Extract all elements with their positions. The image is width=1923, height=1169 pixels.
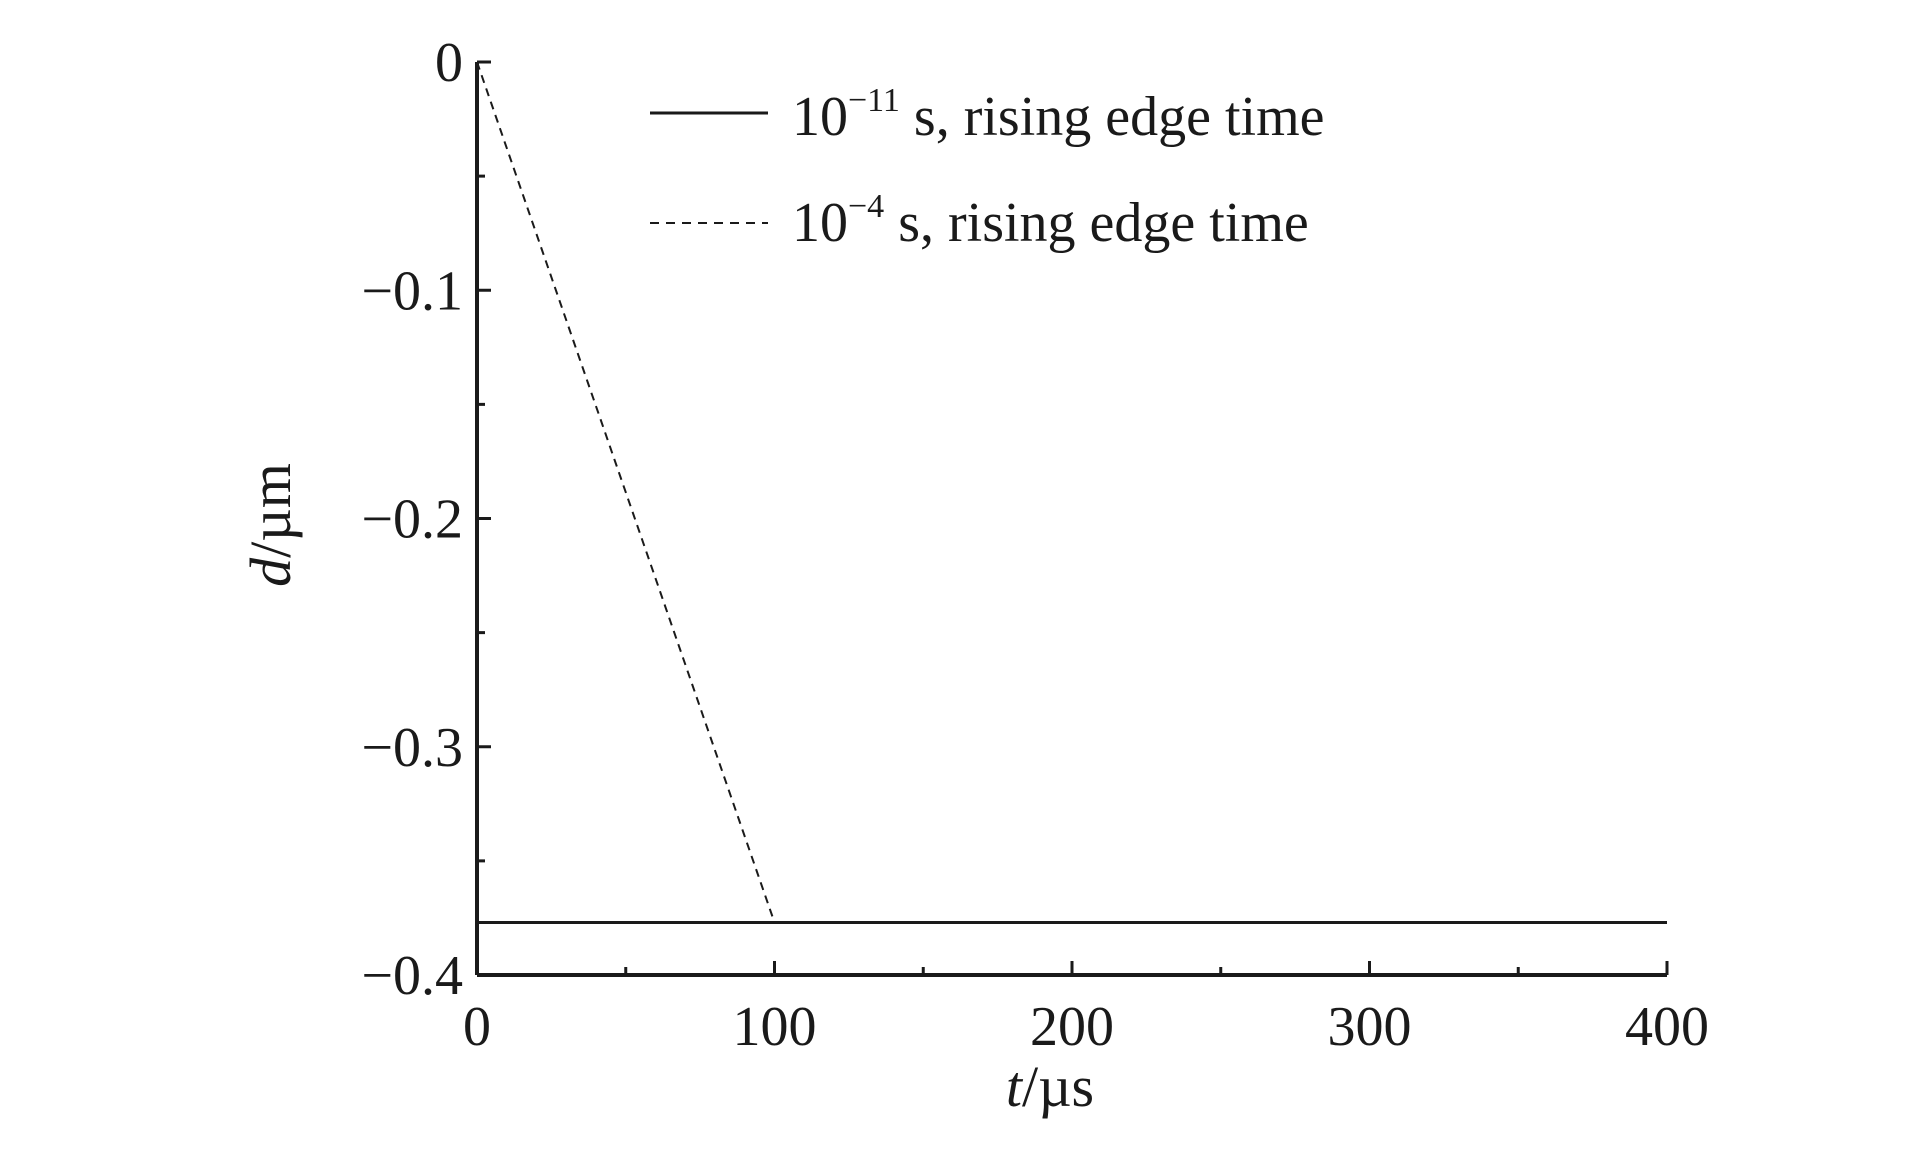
y-axis-label: d/µm [238,463,303,587]
legend-entry-1: 10−11 s, rising edge time [650,82,1325,148]
series-line-2 [476,61,1667,924]
legend-entry-2: 10−4 s, rising edge time [650,188,1309,254]
x-tick-label: 0 [463,996,491,1058]
x-tick-label: 100 [733,996,817,1058]
x-tick-label: 300 [1328,996,1412,1058]
y-tick-label: −0.2 [361,489,463,551]
y-tick-label: −0.1 [361,260,463,322]
x-tick-label: 400 [1625,996,1709,1058]
y-tick-label: 0 [435,32,463,94]
legend-label-1: 10−11 s, rising edge time [792,82,1325,148]
x-tick-label: 200 [1030,996,1114,1058]
legend: 10−11 s, rising edge time 10−4 s, rising… [650,82,1325,254]
y-tick-label: −0.4 [361,945,463,1007]
tick-labels: 0 100 200 300 400 0 −0.1 −0.2 −0.3 −0.4 [361,32,1709,1058]
plot-lines [476,61,1667,924]
x-axis-label: t/µs [1006,1054,1094,1119]
legend-label-2: 10−4 s, rising edge time [792,188,1309,254]
ticks [475,60,1669,977]
y-tick-label: −0.3 [361,717,463,779]
